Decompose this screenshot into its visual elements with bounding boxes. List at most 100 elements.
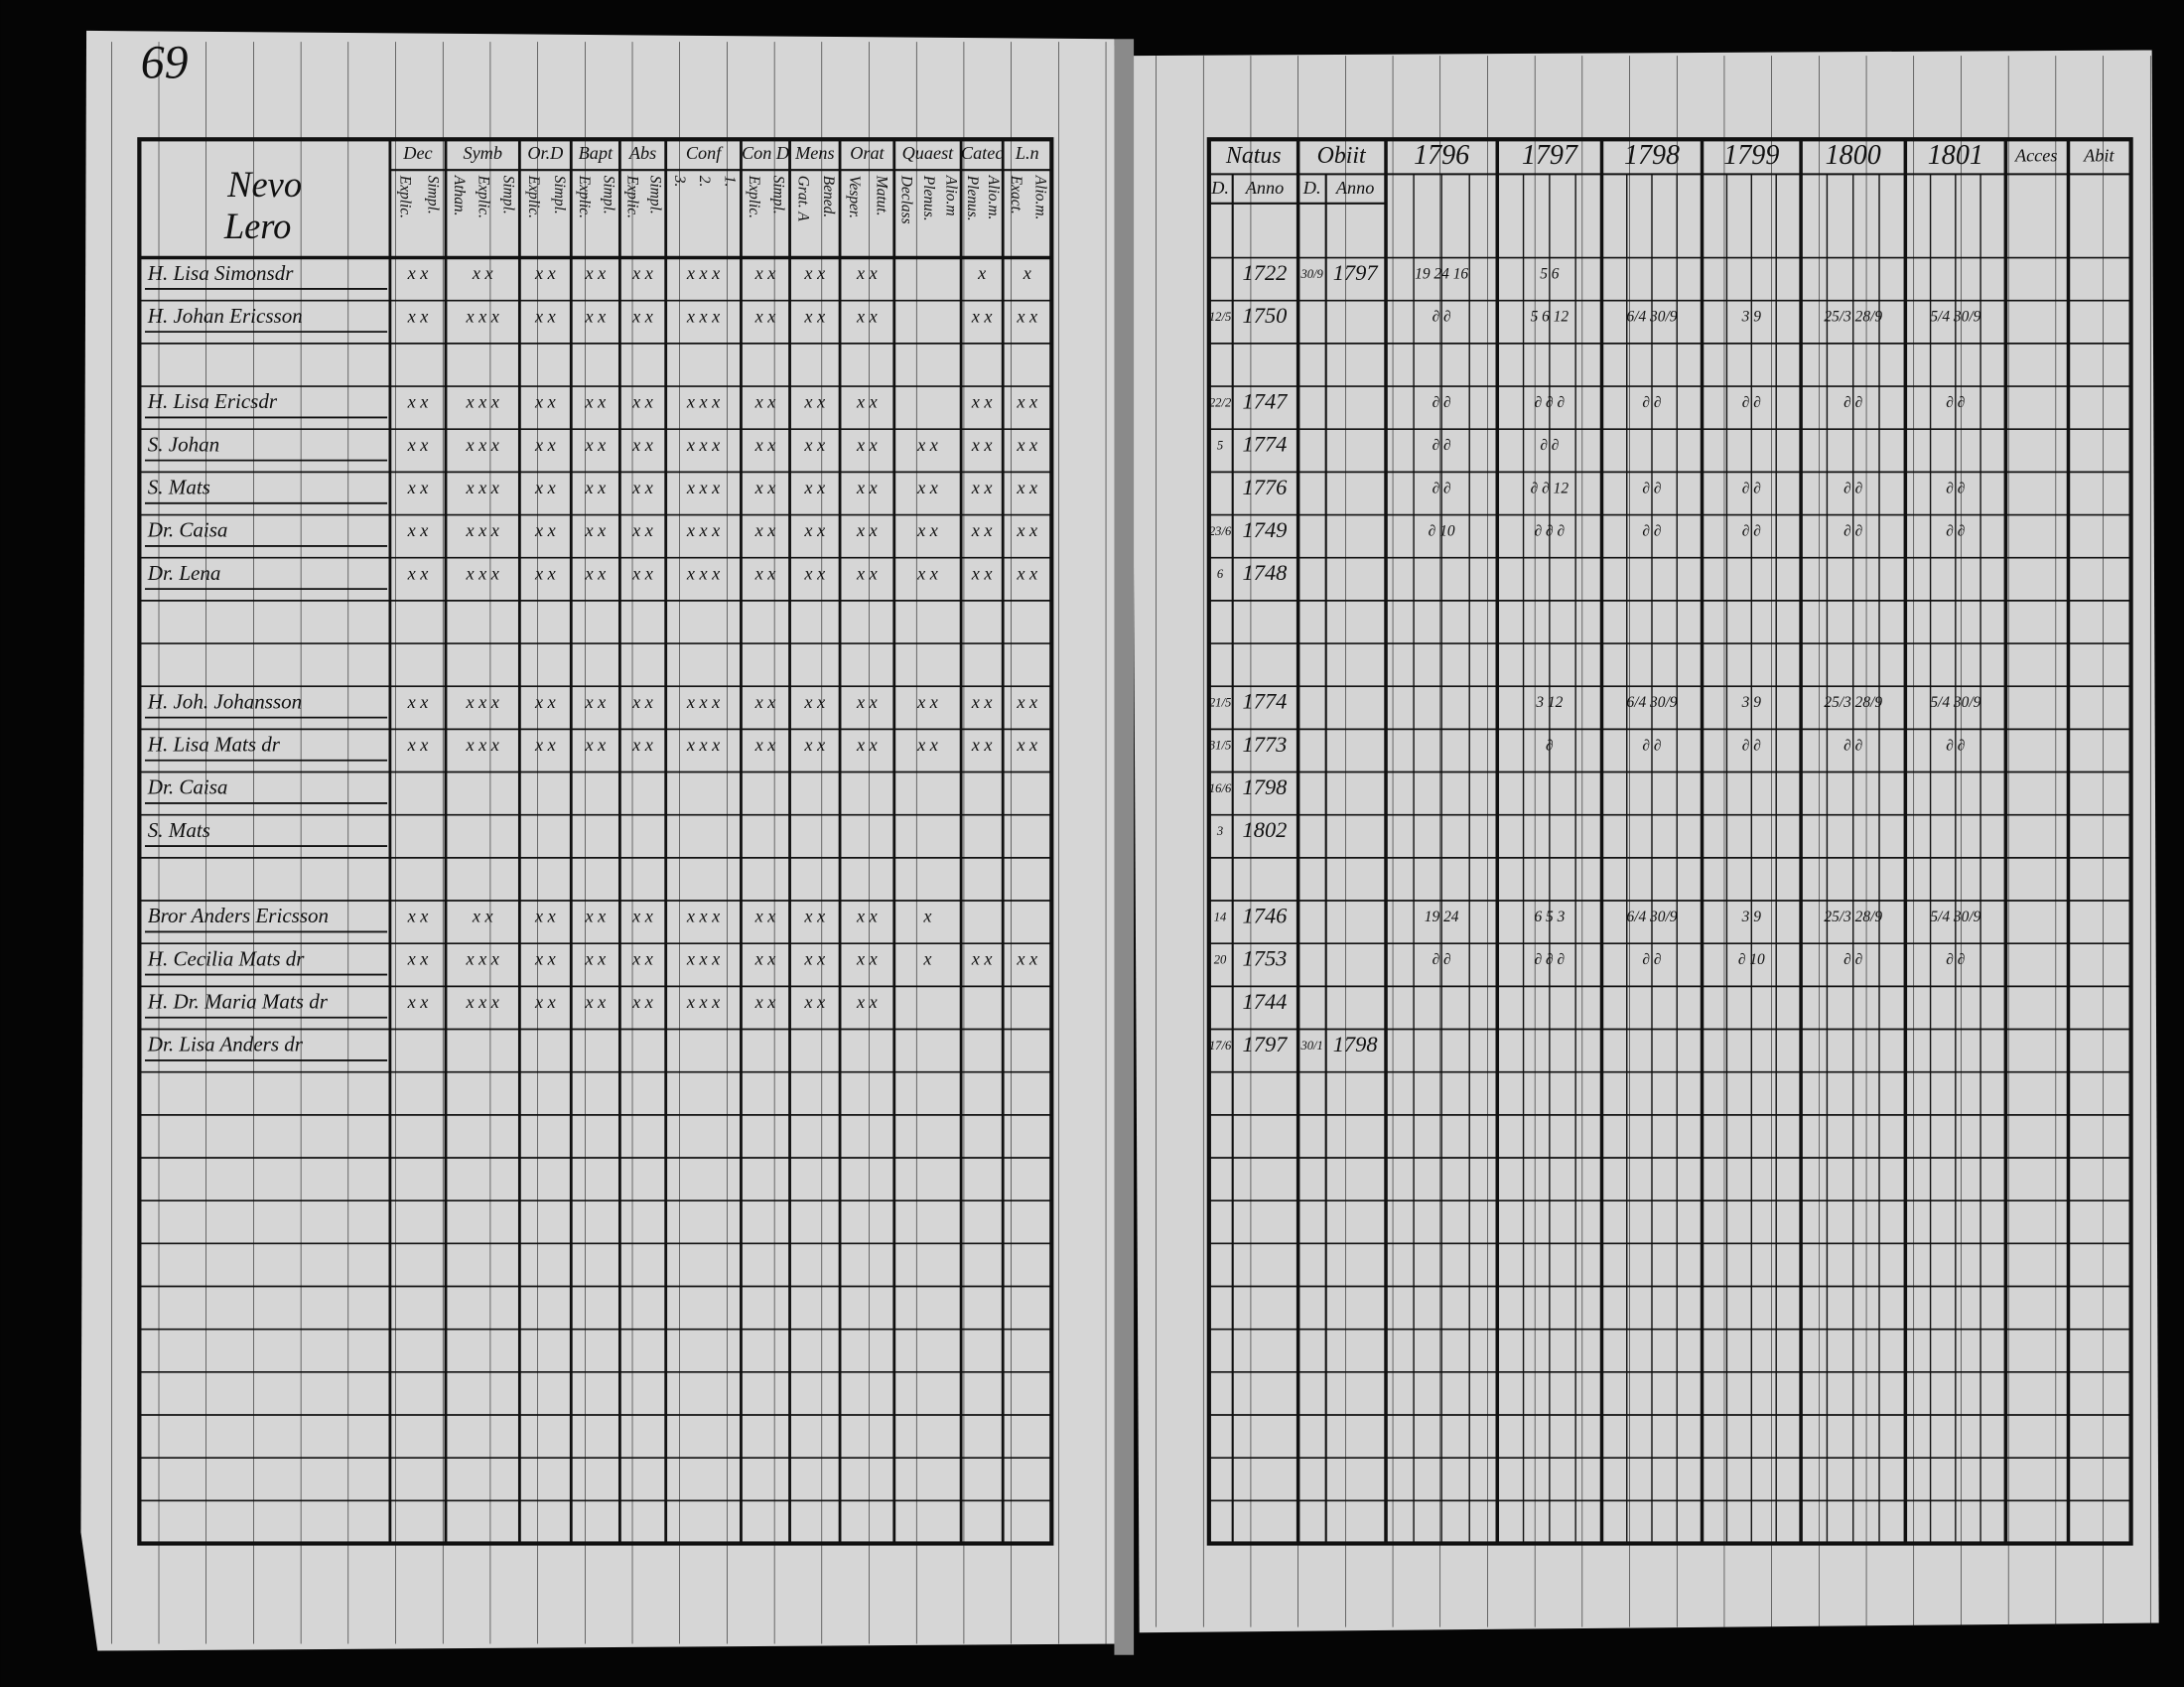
person-name: H. Cecilia Mats dr	[147, 946, 306, 970]
year-note: 6/4 30/9	[1627, 309, 1678, 326]
year-note: 3 9	[1741, 909, 1762, 925]
exam-mark: x x	[856, 435, 878, 455]
column-subtitle: 2.	[696, 176, 713, 188]
year-note: ∂ ∂	[1843, 522, 1862, 539]
birth-year: 1753	[1243, 946, 1288, 971]
column-title: Or.D	[527, 143, 563, 163]
birth-year: 1776	[1243, 475, 1289, 499]
column-title: Bapt	[579, 143, 614, 163]
person-name: S. Johan	[148, 432, 219, 456]
birth-year: 1773	[1243, 732, 1288, 757]
column-subtitle: Simpl.	[647, 176, 664, 214]
birth-year: 1797	[1243, 1032, 1289, 1056]
year-note: ∂ ∂	[1433, 394, 1451, 411]
exam-mark: x x x	[466, 563, 499, 583]
year-note: 3 9	[1741, 309, 1762, 326]
person-name: Dr. Caisa	[147, 518, 228, 542]
column-subtitle: Explic.	[396, 175, 413, 218]
year-note: ∂ ∂ ∂	[1535, 951, 1566, 968]
column-subtitle: D.	[1302, 178, 1321, 198]
column-title: Quaest	[902, 143, 955, 163]
year-note: 6 5 3	[1534, 909, 1565, 925]
exam-mark: x x x	[466, 735, 499, 755]
column-title: Orat	[850, 143, 885, 163]
column-subtitle: 3.	[671, 175, 688, 188]
person-name: H. Lisa Mats dr	[147, 733, 281, 757]
exam-mark: x x	[1016, 435, 1037, 455]
exam-mark: x x	[754, 306, 776, 326]
year-header: 1796	[1414, 140, 1469, 171]
exam-mark: x x	[803, 478, 825, 497]
column-subtitle: Simpl.	[499, 176, 516, 214]
year-note: ∂ ∂	[1843, 951, 1862, 968]
exam-mark: x x	[971, 735, 993, 755]
column-subtitle: Plenus.	[964, 175, 981, 221]
year-note: ∂ ∂	[1742, 480, 1761, 496]
birth-day: 3	[1216, 824, 1223, 838]
exam-mark: x x	[584, 263, 606, 283]
exam-mark: x x	[631, 992, 653, 1012]
column-subtitle: Matut.	[874, 175, 890, 216]
exam-mark: x x	[1016, 692, 1037, 712]
exam-mark: x x	[631, 949, 653, 969]
exam-mark: x x	[584, 563, 606, 583]
birth-year: 1722	[1243, 260, 1288, 285]
exam-mark: x	[1023, 263, 1031, 283]
exam-mark: x x	[856, 520, 878, 540]
year-note: ∂ ∂	[1742, 737, 1761, 754]
exam-mark: x x	[803, 907, 825, 926]
year-note: ∂ ∂ ∂	[1535, 394, 1566, 411]
birth-day: 5	[1217, 438, 1223, 452]
exam-mark: x x	[754, 992, 776, 1012]
exam-mark: x x	[407, 563, 429, 583]
column-subtitle: Alio.m.	[985, 175, 1002, 220]
death-year: 1798	[1333, 1032, 1378, 1056]
left-page	[80, 30, 1123, 1651]
exam-mark: x x	[971, 563, 993, 583]
year-note: 25/3 28/9	[1824, 909, 1882, 925]
year-note: ∂ ∂	[1642, 522, 1661, 539]
exam-mark: x x	[407, 520, 429, 540]
column-subtitle: Simpl.	[770, 176, 787, 214]
exam-mark: x x	[584, 435, 606, 455]
exam-mark: x x x	[466, 435, 499, 455]
exam-mark: x x	[534, 392, 556, 412]
text: Nevo	[226, 165, 302, 205]
year-note: 5 6	[1540, 265, 1560, 282]
exam-mark: x x	[916, 735, 938, 755]
exam-mark: x x x	[686, 435, 720, 455]
birth-year: 1802	[1243, 817, 1288, 842]
gutter	[1114, 39, 1135, 1655]
year-note: 5 6 12	[1531, 309, 1570, 326]
column-title: Acces	[2014, 146, 2057, 166]
exam-mark: x x	[803, 520, 825, 540]
year-note: ∂ ∂	[1540, 437, 1559, 454]
exam-mark: x x	[407, 992, 429, 1012]
exam-mark: x x	[754, 520, 776, 540]
exam-mark: x x	[971, 949, 993, 969]
death-day: 30/1	[1299, 1039, 1322, 1053]
exam-mark: x x	[631, 692, 653, 712]
year-note: 25/3 28/9	[1824, 309, 1882, 326]
exam-mark: x x	[856, 735, 878, 755]
exam-mark: x x	[856, 478, 878, 497]
exam-mark: x x x	[686, 692, 720, 712]
exam-mark: x x	[916, 692, 938, 712]
exam-mark: x x x	[686, 735, 720, 755]
year-note: ∂ 10	[1429, 522, 1455, 539]
year-note: ∂ ∂	[1642, 951, 1661, 968]
exam-mark: x x	[584, 520, 606, 540]
exam-mark: x x	[1016, 392, 1037, 412]
year-note: ∂ ∂	[1843, 480, 1862, 496]
exam-mark: x x	[1016, 520, 1037, 540]
exam-mark: x x	[803, 735, 825, 755]
exam-mark: x x	[971, 306, 993, 326]
exam-mark: x x	[407, 392, 429, 412]
column-subtitle: Exact.	[1008, 175, 1024, 214]
exam-mark: x x	[803, 949, 825, 969]
year-note: 6/4 30/9	[1627, 909, 1678, 925]
exam-mark: x x	[407, 907, 429, 926]
year-header: 1801	[1928, 140, 1983, 171]
column-subtitle: Alio.m.	[1031, 175, 1048, 220]
